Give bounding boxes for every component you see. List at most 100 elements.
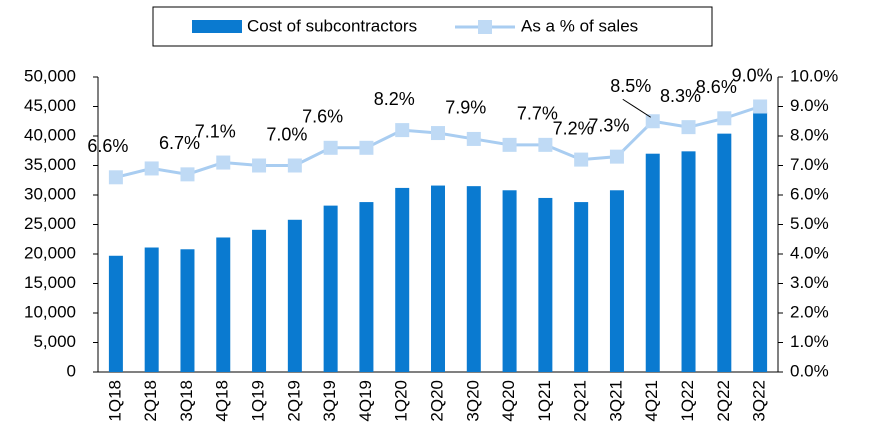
- data-label: 8.5%: [610, 76, 651, 96]
- bar: [216, 237, 231, 372]
- x-tick-label: 4Q19: [356, 380, 375, 422]
- bar: [502, 190, 517, 372]
- y-tick-label: 35,000: [24, 155, 76, 174]
- y-tick-label: 20,000: [24, 243, 76, 262]
- marker: [466, 131, 481, 146]
- x-tick-label: 2Q19: [284, 380, 303, 422]
- legend-box: [152, 6, 713, 47]
- x-tick-label: 2Q21: [571, 380, 590, 422]
- x-tick-label: 3Q19: [320, 380, 339, 422]
- bar: [395, 187, 410, 372]
- y-tick-label: 5,000: [33, 332, 76, 351]
- x-tick-label: 3Q22: [750, 380, 769, 422]
- legend-label: As a % of sales: [521, 16, 638, 35]
- marker: [717, 111, 732, 126]
- legend-label: Cost of subcontractors: [247, 16, 417, 35]
- data-label: 7.3%: [588, 115, 629, 135]
- marker: [538, 137, 553, 152]
- bar: [431, 185, 445, 372]
- data-label: 6.7%: [159, 133, 200, 153]
- x-tick-label: 1Q20: [392, 380, 411, 422]
- marker: [645, 114, 660, 129]
- bar: [466, 186, 481, 372]
- y-tick-label: 10,000: [24, 302, 76, 321]
- data-label: 7.0%: [266, 124, 307, 144]
- bar: [645, 153, 660, 372]
- marker: [502, 137, 517, 152]
- leader-line: [622, 98, 652, 118]
- y2-tick-label: 7.0%: [790, 155, 829, 174]
- data-label: 8.2%: [374, 89, 415, 109]
- bar: [323, 205, 338, 372]
- y2-tick-label: 10.0%: [790, 66, 838, 85]
- bar: [681, 151, 696, 372]
- marker: [323, 140, 338, 155]
- y2-tick-label: 4.0%: [790, 243, 829, 262]
- bar: [144, 247, 159, 372]
- x-tick-label: 3Q20: [463, 380, 482, 422]
- marker: [144, 161, 159, 176]
- marker: [431, 126, 445, 141]
- x-tick-label: 2Q22: [714, 380, 733, 422]
- x-tick-label: 4Q20: [499, 380, 518, 422]
- bar: [252, 229, 267, 372]
- x-tick-label: 2Q20: [427, 380, 446, 422]
- y-tick-label: 50,000: [24, 66, 76, 85]
- legend-swatch: [192, 20, 242, 33]
- data-label: 6.6%: [87, 136, 128, 156]
- bar: [359, 202, 374, 372]
- marker: [252, 158, 267, 173]
- line: [115, 105, 761, 179]
- data-label: 7.9%: [445, 98, 486, 118]
- x-tick-label: 1Q21: [535, 380, 554, 422]
- y-tick-label: 0: [67, 361, 76, 380]
- data-label: 8.3%: [660, 86, 701, 106]
- data-label: 7.1%: [195, 121, 236, 141]
- y2-tick-label: 6.0%: [790, 184, 829, 203]
- x-tick-label: 4Q18: [213, 380, 232, 422]
- marker: [108, 170, 123, 185]
- y2-tick-label: 3.0%: [790, 273, 829, 292]
- marker: [753, 99, 768, 114]
- bar: [753, 112, 768, 373]
- data-label: 9.0%: [732, 65, 773, 85]
- y2-tick-label: 9.0%: [790, 96, 829, 115]
- data-label: 8.6%: [696, 77, 737, 97]
- x-tick-label: 2Q18: [141, 380, 160, 422]
- marker: [216, 155, 231, 170]
- x-tick-label: 1Q18: [105, 380, 124, 422]
- marker: [287, 158, 302, 173]
- bar: [108, 255, 123, 372]
- x-tick-label: 4Q21: [642, 380, 661, 422]
- x-tick-label: 3Q18: [177, 380, 196, 422]
- marker: [180, 167, 195, 182]
- marker: [395, 123, 410, 138]
- bar: [180, 249, 195, 372]
- bar: [574, 202, 589, 372]
- bar: [609, 190, 624, 372]
- bar: [287, 219, 302, 372]
- y-tick-label: 15,000: [24, 273, 76, 292]
- bar: [538, 197, 553, 372]
- y2-tick-label: 1.0%: [790, 332, 829, 351]
- data-label: 7.7%: [517, 104, 558, 124]
- y2-tick-label: 2.0%: [790, 302, 829, 321]
- x-tick-label: 1Q22: [678, 380, 697, 422]
- marker: [359, 140, 374, 155]
- data-label: 7.6%: [302, 107, 343, 127]
- y2-tick-label: 0.0%: [790, 361, 829, 380]
- bar: [717, 133, 732, 372]
- y-tick-label: 45,000: [24, 96, 76, 115]
- data-label: 7.2%: [553, 118, 594, 138]
- y-tick-label: 25,000: [24, 214, 76, 233]
- y2-tick-label: 5.0%: [790, 214, 829, 233]
- marker: [681, 120, 696, 135]
- y2-tick-label: 8.0%: [790, 125, 829, 144]
- x-tick-label: 1Q19: [249, 380, 268, 422]
- marker: [609, 149, 624, 164]
- legend-swatch: [478, 20, 492, 34]
- x-tick-label: 3Q21: [606, 380, 625, 422]
- y-tick-label: 30,000: [24, 184, 76, 203]
- y-tick-label: 40,000: [24, 125, 76, 144]
